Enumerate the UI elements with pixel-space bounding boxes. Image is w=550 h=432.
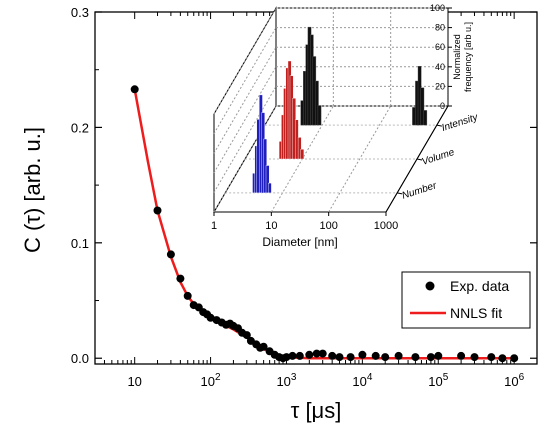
inset-depth-tick	[397, 192, 403, 195]
inset-z-tick-label: 20	[435, 81, 445, 91]
inset-grid-line	[213, 86, 277, 193]
legend-label-nnls-fit: NNLS fit	[450, 305, 502, 321]
exp-data-point	[318, 349, 327, 358]
inset-bar-volume	[297, 137, 302, 160]
exp-data-point	[434, 351, 443, 360]
inset-x-tick-label: 1	[211, 220, 217, 232]
exp-data-point	[166, 250, 175, 259]
inset-grid-line	[328, 105, 392, 213]
x-tick-label: 102	[201, 372, 221, 389]
exp-data-point	[470, 353, 479, 362]
inset-z-tick-label: 80	[435, 23, 445, 33]
x-tick-label: 10	[127, 374, 141, 389]
exp-data-point	[259, 342, 268, 351]
inset-z-tick-label: 60	[435, 42, 445, 52]
inset-grid-line	[213, 46, 277, 154]
exp-data-point	[411, 353, 420, 362]
inset-grid-line	[213, 27, 277, 134]
inset-bar-intensity	[317, 105, 322, 126]
inset-grid-line	[213, 7, 277, 115]
exp-data-point	[288, 351, 297, 360]
exp-data-point	[305, 350, 314, 359]
exp-data-point	[282, 353, 291, 362]
inset-z-tick-label: 100	[430, 3, 445, 13]
inset-z-tick-label: 40	[435, 62, 445, 72]
y-tick-label: 0.1	[71, 236, 89, 251]
exp-data-point	[510, 354, 519, 363]
inset-bar-number	[268, 182, 272, 194]
inset-x-tick-label: 10	[265, 220, 277, 232]
y-axis-title: C (τ) [arb. u.]	[20, 127, 45, 253]
x-tick-label: 104	[352, 372, 372, 389]
exp-data-point	[457, 351, 466, 360]
exp-data-point	[394, 351, 403, 360]
inset-x-tick-label: 100	[319, 220, 337, 232]
exp-data-point	[371, 351, 380, 360]
inset-frame	[213, 6, 449, 214]
exp-data-point	[358, 350, 367, 359]
x-tick-label: 106	[504, 372, 524, 389]
legend: Exp. data NNLS fit	[401, 271, 531, 329]
inset-z-axis-title: Normalized	[452, 34, 462, 80]
exp-data-point	[381, 353, 390, 362]
exp-data-point	[242, 331, 251, 340]
y-tick-label: 0.2	[71, 120, 89, 135]
y-tick-label: 0.0	[71, 351, 89, 366]
inset-z-axis-title: frequency [arb u.]	[463, 22, 473, 92]
inset-3d-bar-chart: 1 10 100 1000 Diameter [nm] 0 20 40 60 80 100 Norma…	[211, 3, 480, 249]
exp-data-point	[295, 351, 304, 360]
exp-data-point	[153, 206, 162, 215]
inset-depth-tick	[436, 124, 442, 127]
exp-data-point	[487, 353, 496, 362]
y-tick-label: 0.3	[71, 5, 89, 20]
legend-box	[401, 271, 531, 329]
exp-data-point	[130, 85, 139, 94]
inset-bar-intensity	[412, 107, 416, 126]
exp-data-point	[328, 351, 337, 360]
exp-data-point	[335, 353, 344, 362]
exp-data-point	[176, 274, 185, 283]
exp-data-point	[498, 354, 507, 363]
inset-x-axis-title: Diameter [nm]	[262, 235, 337, 249]
exp-data-point	[312, 349, 321, 358]
legend-label-exp-data: Exp. data	[450, 278, 509, 294]
x-tick-label: 103	[276, 372, 296, 389]
exp-data-point	[183, 291, 192, 300]
inset-bar-volume	[300, 148, 305, 160]
inset-bar-intensity	[420, 87, 425, 126]
inset-bar-intensity	[315, 80, 319, 126]
inset-x-tick-label: 1000	[374, 220, 398, 232]
exp-data-point	[346, 353, 355, 362]
inset-bar-intensity	[423, 110, 428, 126]
inset-z-tick-label: 0	[440, 101, 445, 111]
inset-bars	[252, 26, 428, 194]
inset-category-label: Number	[401, 180, 439, 202]
x-axis-title: τ [μs]	[291, 398, 342, 423]
inset-grid-line	[213, 66, 277, 174]
exp-data-point	[206, 313, 215, 322]
exp-data-point	[426, 353, 435, 362]
main-series	[130, 85, 519, 363]
legend-marker-exp-data	[425, 281, 435, 291]
main-y-axis: 0.0 0.1 0.2 0.3	[71, 5, 537, 366]
inset-depth-tick	[416, 158, 423, 161]
x-tick-label: 105	[428, 372, 448, 389]
inset-bar-number	[265, 165, 270, 194]
inset-category-label: Intensity	[440, 112, 480, 134]
inset-category-label: Volume	[421, 147, 457, 168]
